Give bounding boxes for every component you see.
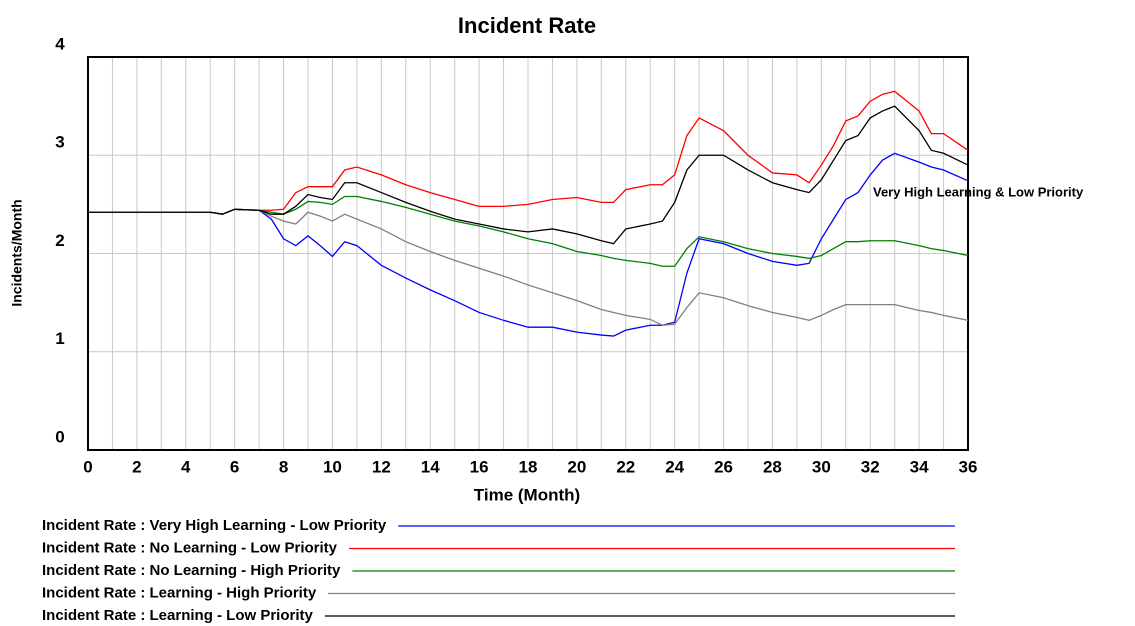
legend-label: Incident Rate : Learning - High Priority (42, 584, 317, 601)
y-tick-label: 0 (55, 427, 64, 446)
x-tick-label: 20 (567, 457, 586, 476)
x-tick-label: 2 (132, 457, 141, 476)
x-tick-label: 12 (372, 457, 391, 476)
x-tick-label: 34 (910, 457, 929, 476)
x-tick-label: 8 (279, 457, 288, 476)
x-tick-label: 36 (959, 457, 978, 476)
y-tick-label: 1 (55, 329, 64, 348)
x-tick-label: 26 (714, 457, 733, 476)
x-tick-label: 16 (470, 457, 489, 476)
series-line (88, 208, 969, 326)
x-axis-label: Time (Month) (474, 485, 580, 504)
chart-title: Incident Rate (458, 13, 596, 38)
y-tick-label: 4 (55, 34, 65, 53)
legend-label: Incident Rate : Learning - Low Priority (42, 607, 314, 624)
series-line (88, 90, 969, 215)
x-tick-label: 0 (83, 457, 92, 476)
x-tick-label: 18 (519, 457, 538, 476)
x-tick-label: 30 (812, 457, 831, 476)
legend-label: Incident Rate : No Learning - Low Priori… (42, 539, 338, 556)
x-tick-label: 10 (323, 457, 342, 476)
x-tick-label: 32 (861, 457, 880, 476)
x-tick-label: 4 (181, 457, 191, 476)
y-tick-label: 2 (55, 231, 64, 250)
y-tick-label: 3 (55, 133, 64, 152)
series-line (88, 105, 969, 245)
legend-label: Incident Rate : No Learning - High Prior… (42, 562, 341, 579)
series-line (88, 152, 969, 337)
series-line (88, 195, 969, 267)
legend-label: Incident Rate : Very High Learning - Low… (42, 517, 387, 534)
x-tick-label: 24 (665, 457, 684, 476)
annotation: Very High Learning & Low Priority (873, 184, 1084, 199)
plot-frame (87, 56, 969, 451)
x-tick-label: 22 (616, 457, 635, 476)
y-axis-label: Incidents/Month (9, 199, 25, 306)
x-tick-label: 28 (763, 457, 782, 476)
x-tick-label: 6 (230, 457, 239, 476)
x-tick-label: 14 (421, 457, 440, 476)
